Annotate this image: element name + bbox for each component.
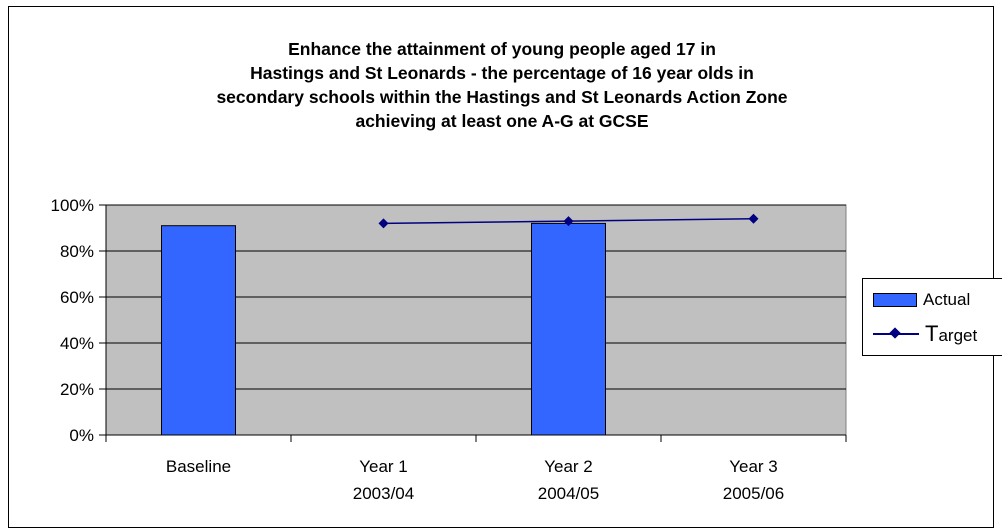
x-tick-label: 2004/05	[538, 484, 599, 503]
chart-title-line-3: secondary schools within the Hastings an…	[216, 87, 788, 107]
legend-label-actual: Actual	[923, 290, 971, 309]
target-point	[748, 213, 759, 224]
legend-label-target: Target	[925, 321, 978, 346]
chart-title-line-1: Enhance the attainment of young people a…	[288, 39, 716, 59]
y-tick-label: 60%	[60, 288, 94, 307]
target-point	[378, 218, 389, 229]
y-tick-label: 0%	[69, 426, 94, 445]
legend-swatch-target	[873, 327, 919, 341]
y-tick-label: 100%	[51, 196, 94, 215]
bar-actual	[531, 222, 606, 436]
y-tick-label: 80%	[60, 242, 94, 261]
target-point	[563, 216, 574, 227]
bar-actual	[161, 225, 236, 436]
y-tick-label: 20%	[60, 380, 94, 399]
x-tick-label: Year 1	[359, 457, 408, 476]
legend-swatch-actual	[873, 293, 917, 307]
x-tick-label: 2005/06	[723, 484, 784, 503]
legend-item-target: Target	[873, 321, 978, 346]
y-tick-label: 40%	[60, 334, 94, 353]
chart-title-line-2: Hastings and St Leonards - the percentag…	[250, 63, 754, 83]
x-tick-label: 2003/04	[353, 484, 414, 503]
x-tick-label: Baseline	[166, 457, 231, 476]
x-tick-label: Year 2	[544, 457, 593, 476]
chart-legend: Actual Target	[862, 278, 1002, 356]
chart-title: Enhance the attainment of young people a…	[9, 37, 995, 133]
x-tick-label: Year 3	[729, 457, 778, 476]
chart-title-line-4: achieving at least one A-G at GCSE	[355, 111, 649, 131]
legend-item-actual: Actual	[873, 289, 970, 311]
